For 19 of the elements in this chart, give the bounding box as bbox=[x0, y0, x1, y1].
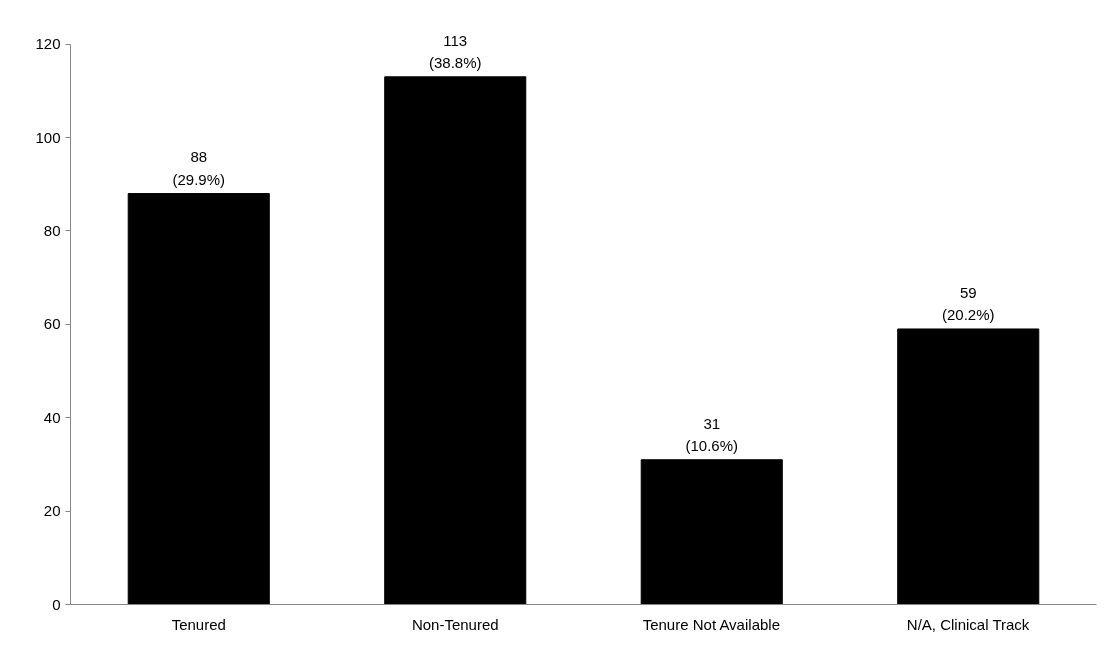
data-label: 88 (29.9%) bbox=[172, 148, 226, 188]
y-tick-label: 40 bbox=[43, 408, 61, 426]
x-tick-label: Tenured bbox=[171, 615, 226, 633]
data-label: 31 (10.6%) bbox=[685, 414, 739, 454]
y-tick-label: 80 bbox=[43, 221, 61, 239]
data-label: 113 (38.8%) bbox=[428, 31, 482, 71]
x-tick-label: Non-Tenured bbox=[411, 615, 499, 633]
y-tick-label: 60 bbox=[43, 315, 61, 333]
y-tick-label: 0 bbox=[52, 595, 61, 613]
bar bbox=[384, 76, 527, 605]
y-tick-label: 20 bbox=[43, 502, 61, 520]
y-tick-label: 120 bbox=[35, 35, 61, 53]
y-tick-label: 100 bbox=[35, 128, 61, 146]
x-tick-label: N/A, Clinical Track bbox=[906, 615, 1030, 633]
x-tick-label: Tenure Not Available bbox=[642, 615, 781, 633]
bar bbox=[127, 193, 270, 605]
bar bbox=[897, 328, 1040, 605]
data-label: 59 (20.2%) bbox=[941, 283, 995, 323]
bar bbox=[640, 459, 783, 605]
